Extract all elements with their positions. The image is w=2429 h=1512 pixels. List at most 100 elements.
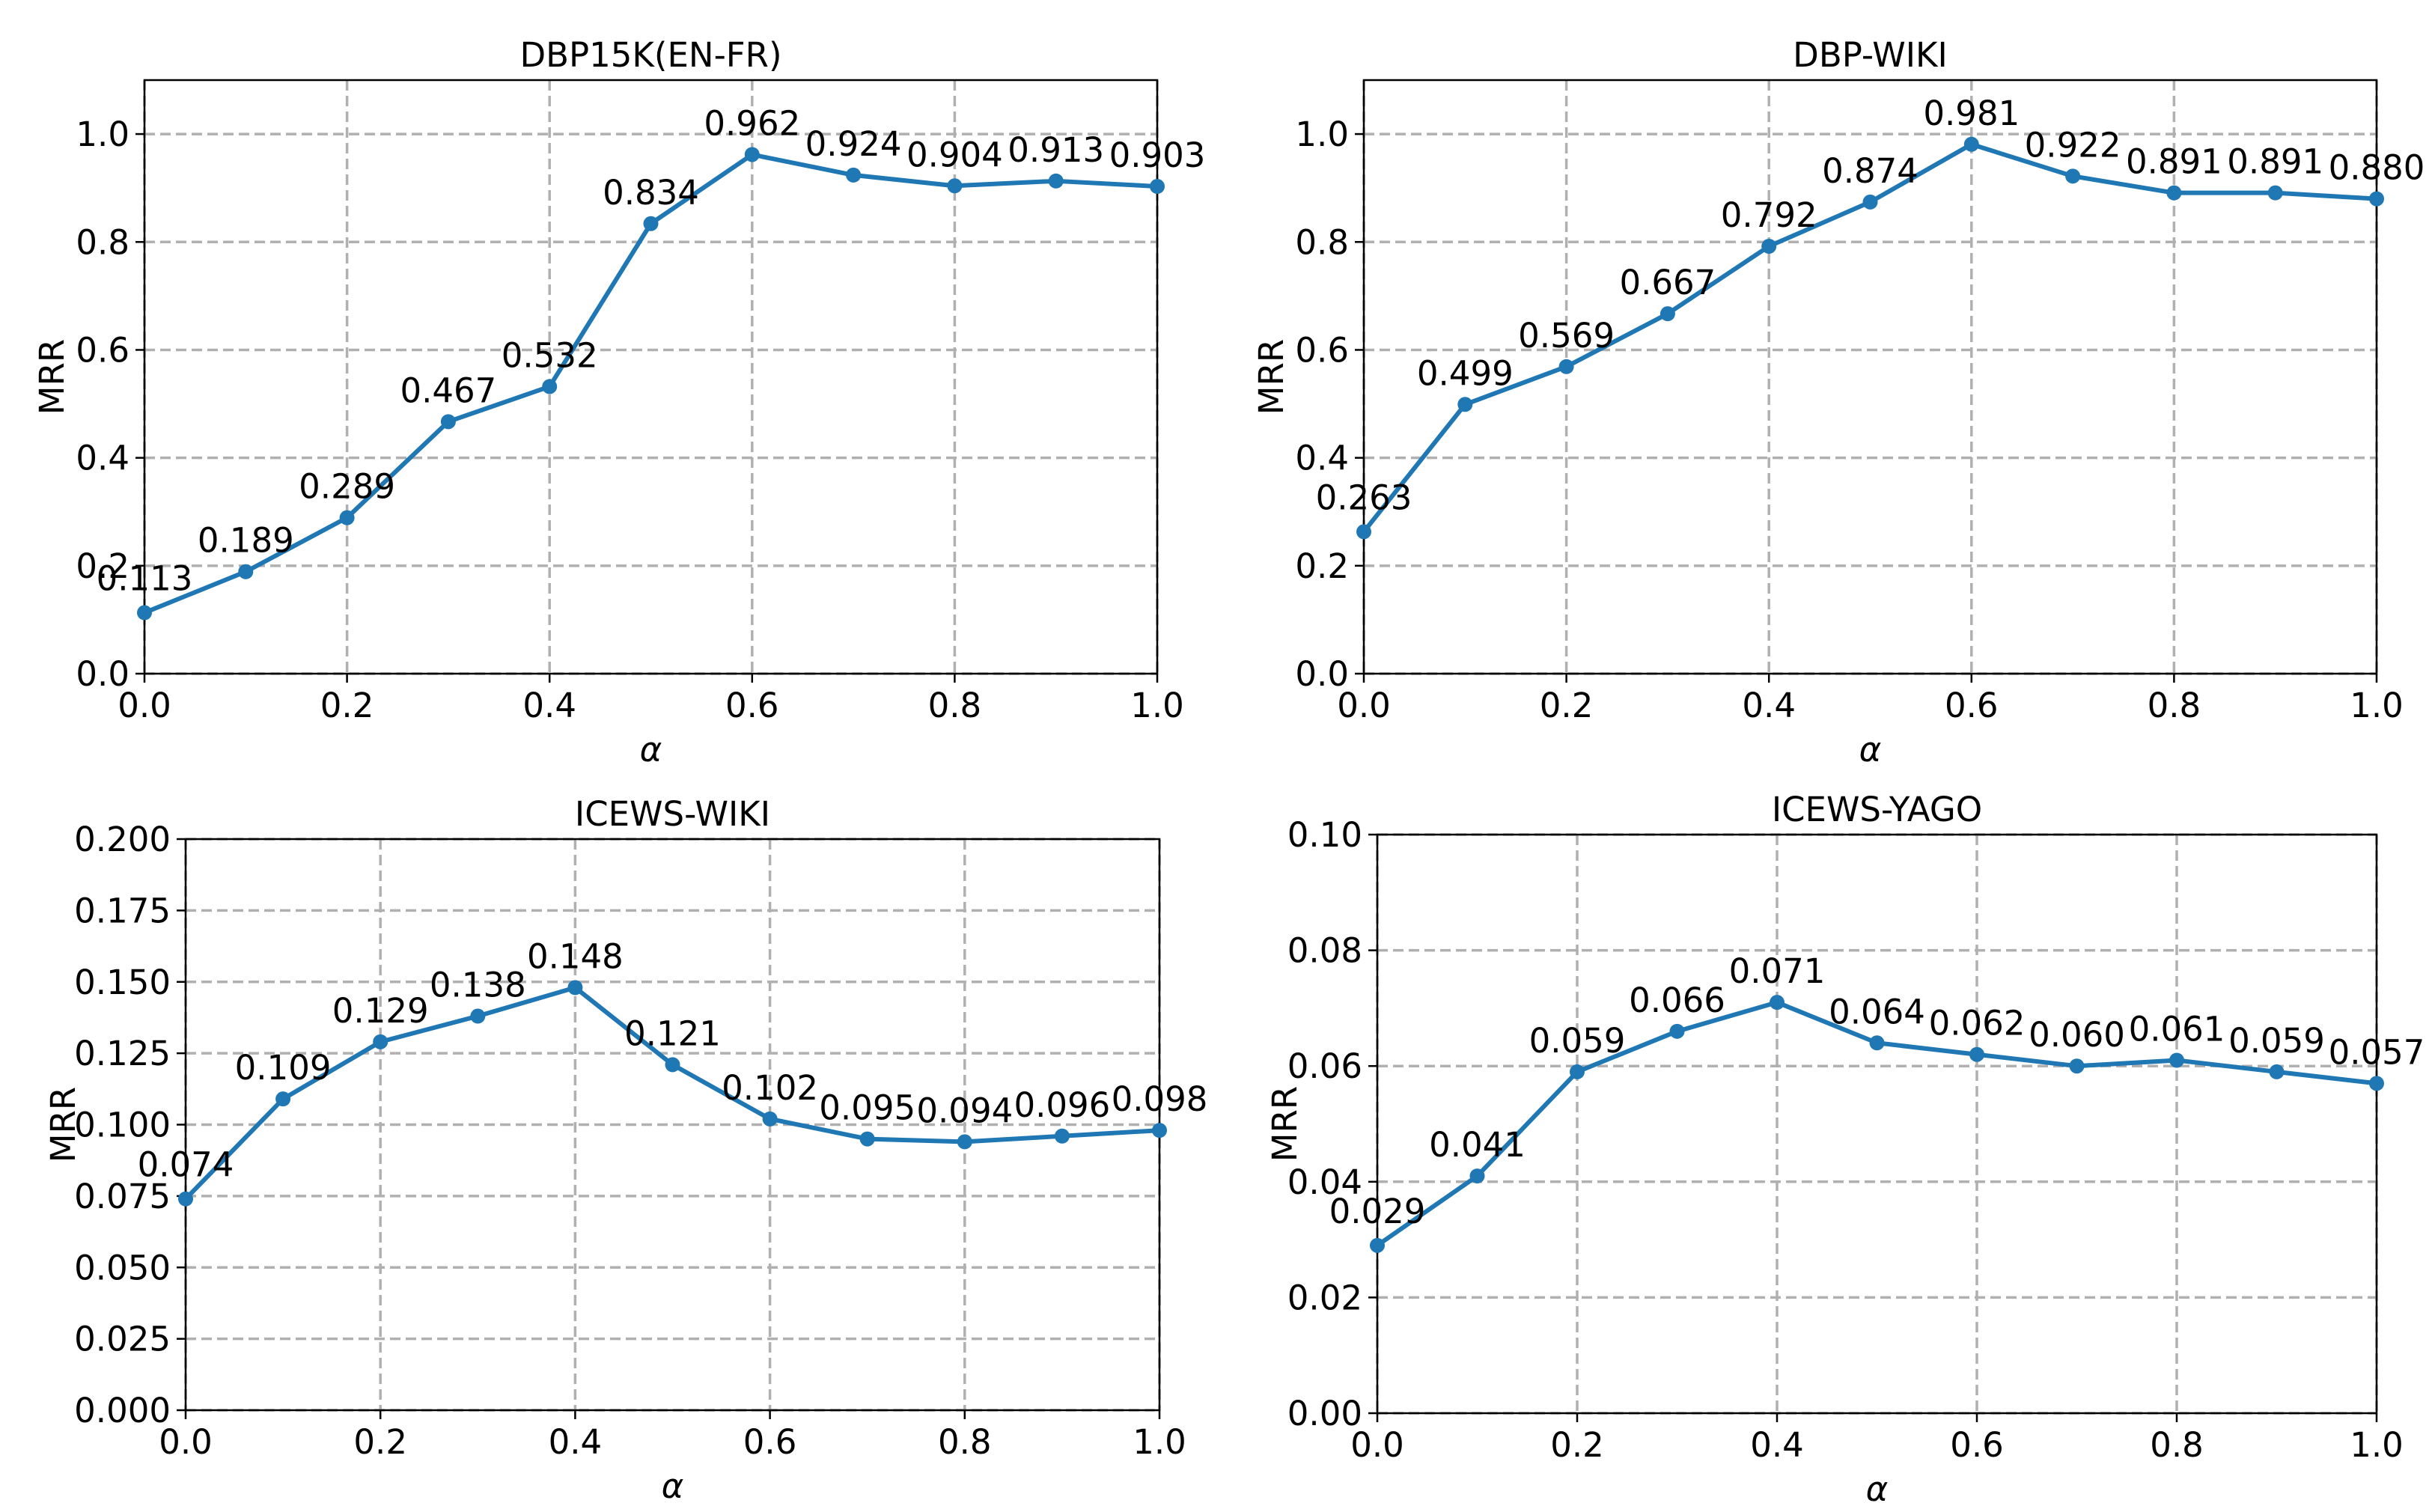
chart-title: ICEWS-YAGO xyxy=(1772,790,1982,829)
data-point xyxy=(1963,136,1979,152)
data-label: 0.891 xyxy=(2126,142,2222,182)
data-label: 0.098 xyxy=(1112,1079,1208,1119)
data-label: 0.029 xyxy=(1329,1192,1426,1231)
y-tick-label: 0.200 xyxy=(74,820,171,859)
x-axis-label: α xyxy=(1866,1469,1889,1509)
data-label: 0.962 xyxy=(704,103,800,143)
x-tick-label: 1.0 xyxy=(1133,1422,1186,1462)
data-label: 0.096 xyxy=(1014,1085,1110,1125)
data-label: 0.138 xyxy=(430,966,526,1005)
x-tick-label: 0.0 xyxy=(1350,1425,1404,1465)
data-point xyxy=(2069,1058,2085,1074)
data-point xyxy=(1570,1064,1585,1079)
x-tick-label: 0.6 xyxy=(743,1422,797,1462)
data-label: 0.874 xyxy=(1822,151,1918,191)
x-tick-label: 1.0 xyxy=(2350,1425,2404,1465)
data-label: 0.532 xyxy=(502,335,598,375)
x-tick-label: 0.8 xyxy=(928,686,982,725)
data-point xyxy=(2369,1076,2384,1091)
chart-panel-4: 0.0 0.2 0.4 0.6 0.8 1.0 0.00 0.02 0.04 0.06 0.08 0.… xyxy=(1265,790,2425,1509)
data-label: 0.059 xyxy=(1529,1021,1626,1061)
data-point xyxy=(1054,1128,1070,1144)
y-tick-label: 0.4 xyxy=(1295,439,1349,478)
data-point xyxy=(846,167,862,183)
y-tick-label: 0.000 xyxy=(74,1391,171,1430)
y-tick-label: 0.100 xyxy=(74,1106,171,1145)
y-axis-label: MRR xyxy=(1252,339,1291,415)
y-tick-label: 0.6 xyxy=(1295,330,1349,370)
y-tick-label: 0.2 xyxy=(76,546,129,586)
data-label: 0.499 xyxy=(1417,353,1514,393)
y-tick-label: 0.2 xyxy=(1295,546,1349,586)
data-point xyxy=(1761,239,1777,254)
data-point xyxy=(957,1134,972,1150)
data-label: 0.467 xyxy=(400,371,496,410)
y-tick-label: 0.4 xyxy=(76,439,129,478)
data-label: 0.569 xyxy=(1518,316,1615,356)
chart-panel-1: 0.0 0.2 0.4 0.6 0.8 1.0 0.0 0.2 0.4 0.6 0.8 1.0 DBP1… xyxy=(32,35,1205,769)
x-tick-label: 0.6 xyxy=(725,686,779,725)
data-label: 0.189 xyxy=(198,521,294,561)
x-tick-label: 0.0 xyxy=(1337,686,1391,725)
data-point xyxy=(1969,1046,1984,1062)
data-point xyxy=(2065,168,2081,184)
y-tick-label: 0.08 xyxy=(1287,931,1362,971)
data-point xyxy=(1356,524,1371,540)
data-label: 0.109 xyxy=(235,1048,332,1088)
x-tick-label: 1.0 xyxy=(2350,686,2404,725)
x-tick-label: 0.4 xyxy=(549,1422,603,1462)
y-axis-label: MRR xyxy=(1265,1086,1305,1162)
data-point xyxy=(2269,1064,2285,1079)
data-label: 0.667 xyxy=(1619,263,1716,302)
y-tick-label: 0.06 xyxy=(1287,1046,1362,1086)
y-tick-label: 0.8 xyxy=(1295,222,1349,262)
data-label: 0.903 xyxy=(1109,135,1206,175)
data-label: 0.922 xyxy=(2025,125,2121,165)
data-label: 0.113 xyxy=(97,559,193,599)
data-point xyxy=(339,510,355,525)
data-label: 0.064 xyxy=(1829,992,1925,1031)
y-tick-label: 0.025 xyxy=(74,1320,171,1359)
y-tick-label: 0.150 xyxy=(74,963,171,1002)
y-tick-label: 0.0 xyxy=(1295,654,1349,694)
data-label: 0.792 xyxy=(1721,195,1817,235)
y-tick-label: 0.02 xyxy=(1287,1278,1362,1317)
data-label: 0.289 xyxy=(299,467,395,507)
data-point xyxy=(1660,306,1675,322)
y-tick-label: 0.8 xyxy=(76,222,129,262)
data-point xyxy=(2169,1052,2184,1068)
y-tick-label: 0.00 xyxy=(1287,1394,1362,1433)
x-axis-label: α xyxy=(640,730,662,769)
x-tick-label: 0.8 xyxy=(938,1422,992,1462)
data-label: 0.059 xyxy=(2228,1021,2325,1061)
data-point xyxy=(567,980,583,996)
y-tick-label: 1.0 xyxy=(76,115,129,154)
data-label: 0.060 xyxy=(2029,1015,2125,1055)
data-label: 0.913 xyxy=(1008,130,1104,170)
data-point xyxy=(859,1131,875,1147)
data-label: 0.121 xyxy=(624,1013,721,1053)
x-tick-label: 0.4 xyxy=(1742,686,1796,725)
x-tick-label: 0.2 xyxy=(353,1422,407,1462)
data-point xyxy=(275,1091,291,1107)
chart-title: ICEWS-WIKI xyxy=(575,794,770,834)
x-tick-label: 0.6 xyxy=(1950,1425,2004,1465)
x-tick-label: 0.2 xyxy=(320,686,374,725)
y-axis-label: MRR xyxy=(32,339,72,415)
data-label: 0.834 xyxy=(603,173,699,213)
y-tick-label: 0.175 xyxy=(74,891,171,930)
y-tick-label: 1.0 xyxy=(1295,115,1349,154)
y-tick-label: 0.04 xyxy=(1287,1162,1362,1202)
chart-panel-3: 0.0 0.2 0.4 0.6 0.8 1.00.0000.0250.0500.0750.… xyxy=(43,794,1207,1506)
data-point xyxy=(1152,1123,1167,1138)
data-point xyxy=(643,216,659,231)
data-label: 0.041 xyxy=(1429,1125,1526,1165)
data-point xyxy=(1048,173,1064,189)
data-point xyxy=(1869,1035,1885,1051)
x-tick-label: 0.0 xyxy=(118,686,171,725)
data-label: 0.061 xyxy=(2129,1009,2225,1049)
data-point xyxy=(137,605,152,621)
data-label: 0.071 xyxy=(1729,951,1826,991)
data-label: 0.263 xyxy=(1316,478,1412,517)
